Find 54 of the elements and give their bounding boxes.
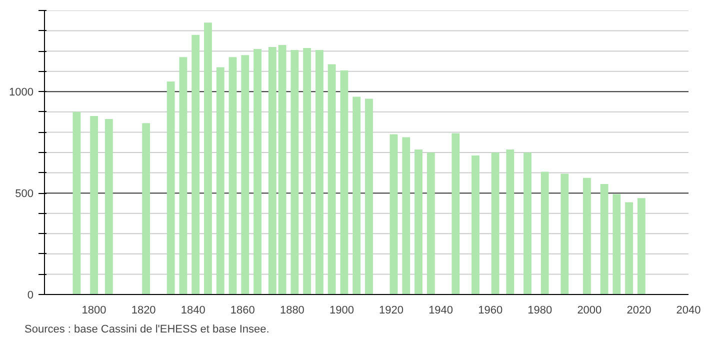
- bar: [192, 34, 200, 294]
- bar: [142, 123, 150, 294]
- x-tick-label: 1940: [428, 304, 454, 316]
- bar: [582, 178, 591, 294]
- y-tick-label: 1000: [9, 86, 34, 99]
- bar: [179, 57, 188, 294]
- bar: [352, 96, 361, 294]
- bar: [637, 198, 646, 294]
- x-tick-label: 1820: [131, 304, 156, 316]
- bar: [390, 134, 398, 294]
- bar: [365, 98, 373, 294]
- bar: [472, 156, 480, 294]
- bar: [104, 119, 113, 294]
- bar: [340, 70, 348, 294]
- bar: [204, 22, 212, 294]
- bar: [278, 44, 286, 294]
- bar: [625, 202, 634, 294]
- x-tick-label: 1860: [230, 304, 255, 316]
- bar: [315, 50, 324, 294]
- bar: [303, 48, 312, 294]
- bar: [290, 50, 299, 294]
- bar: [166, 82, 175, 294]
- bar: [241, 55, 250, 294]
- x-tick-label: 2000: [577, 304, 602, 316]
- x-tick-label: 1880: [280, 304, 304, 316]
- x-tick-label: 1980: [528, 304, 552, 316]
- bar: [414, 149, 422, 294]
- x-tick-label: 1920: [379, 304, 404, 316]
- y-tick-label: 500: [15, 188, 34, 200]
- bar: [600, 184, 608, 294]
- x-tick-label: 1840: [180, 304, 206, 316]
- bar: [328, 64, 336, 294]
- bar: [90, 116, 98, 294]
- bar: [228, 57, 237, 294]
- bar: [216, 67, 224, 294]
- bar: [72, 112, 81, 294]
- bar: [402, 137, 410, 294]
- x-tick-label: 2020: [626, 304, 652, 316]
- bar: [524, 152, 532, 294]
- x-tick-label: 1960: [478, 304, 503, 316]
- bar: [540, 172, 549, 294]
- source-note: Sources : base Cassini de l'EHESS et base Insee.: [24, 324, 270, 336]
- bar: [426, 152, 435, 294]
- x-tick-label: 1900: [329, 304, 354, 316]
- bar: [254, 49, 262, 294]
- y-tick-label: 0: [27, 290, 34, 302]
- bar: [560, 174, 569, 294]
- bar: [268, 47, 276, 294]
- bar: [612, 194, 621, 294]
- x-tick-label: 1800: [82, 304, 106, 316]
- x-tick-label: 2040: [676, 304, 701, 316]
- bar: [452, 133, 460, 294]
- bar: [506, 149, 514, 294]
- bar: [491, 152, 500, 294]
